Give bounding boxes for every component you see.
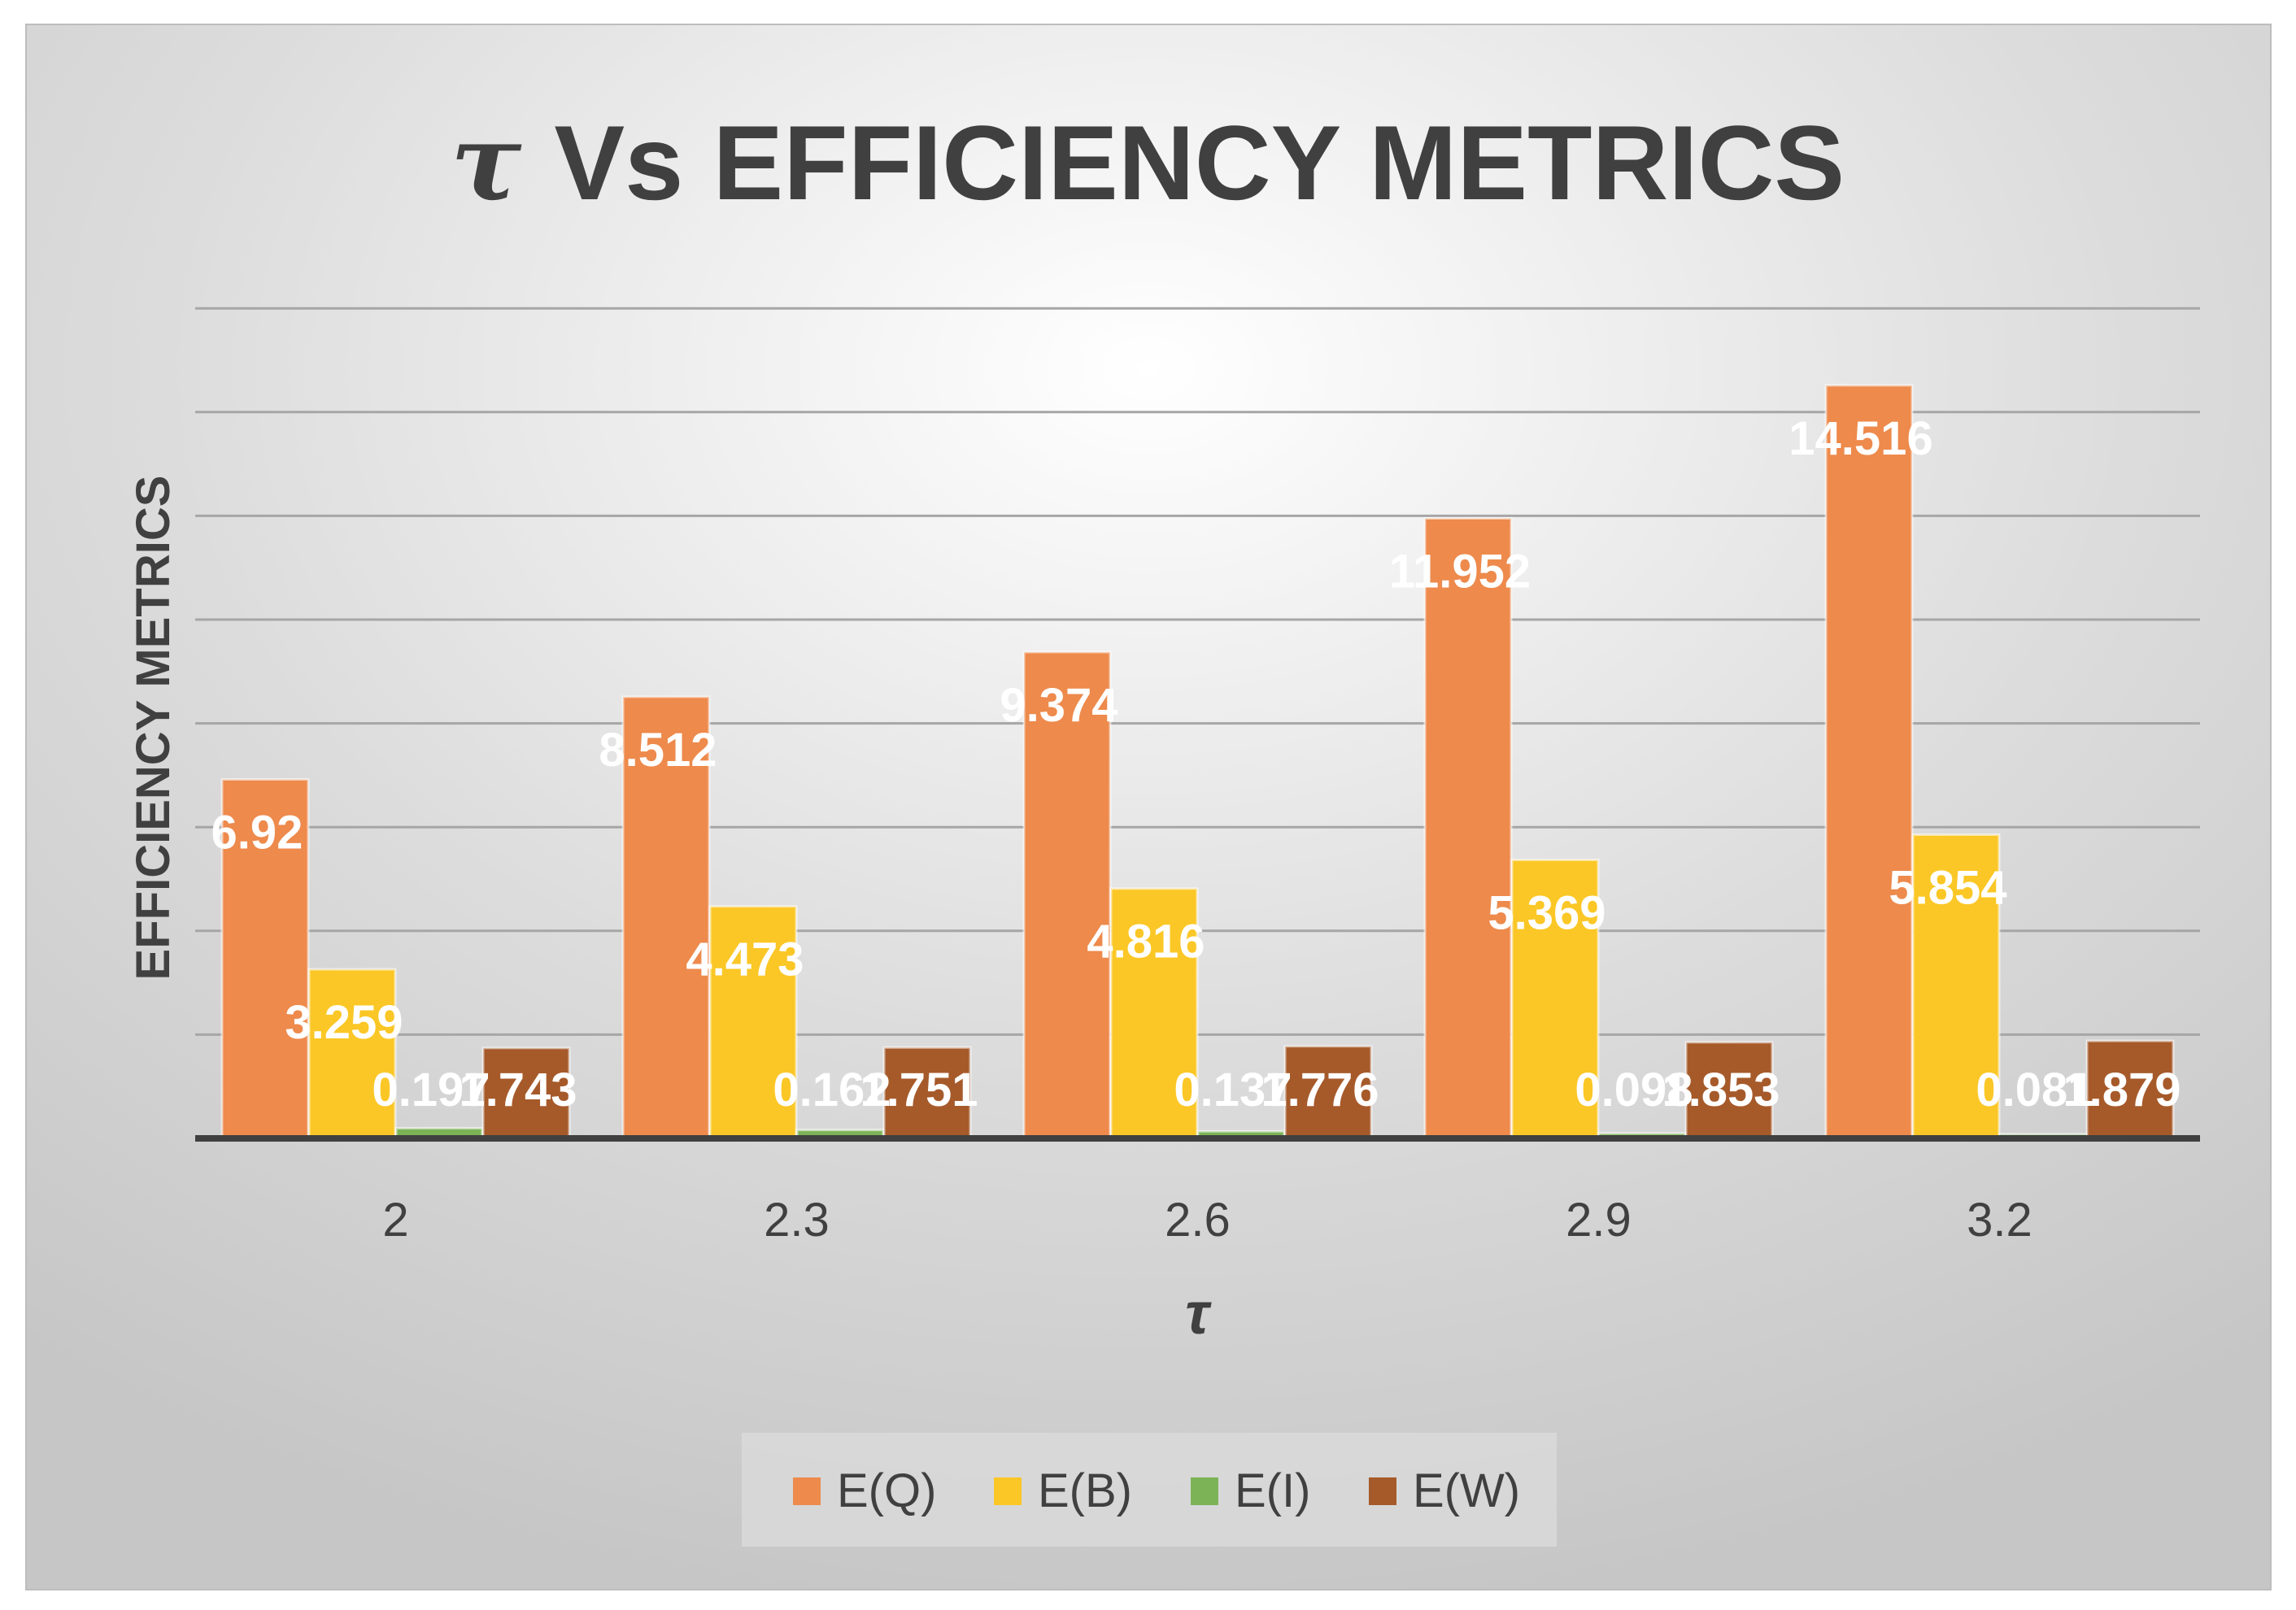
data-label: 0.197 bbox=[372, 1064, 490, 1116]
title-symbol: τ bbox=[451, 100, 522, 224]
data-label: 1.879 bbox=[2063, 1064, 2181, 1116]
bar-E(Q) bbox=[1824, 384, 1914, 1140]
x-tick-labels: 2 2.3 2.6 2.9 3.2 bbox=[382, 1194, 2032, 1247]
bars bbox=[220, 384, 2175, 1140]
x-axis-title: τ bbox=[1185, 1281, 1212, 1347]
data-label: 0.137 bbox=[1174, 1064, 1292, 1116]
bar-E(B) bbox=[1109, 887, 1199, 1140]
data-label: 1.776 bbox=[1261, 1064, 1379, 1116]
bar-E(Q) bbox=[220, 778, 310, 1140]
data-label: 1.853 bbox=[1662, 1064, 1780, 1116]
data-label: 6.92 bbox=[211, 807, 303, 859]
legend-swatch-E(Q) bbox=[793, 1477, 821, 1505]
legend-swatch-E(W) bbox=[1369, 1477, 1396, 1505]
legend-label: E(I) bbox=[1235, 1464, 1310, 1517]
legend: E(Q) E(B) E(I) E(W) bbox=[793, 1464, 1520, 1517]
bar-E(Q) bbox=[1022, 651, 1112, 1140]
legend-label: E(Q) bbox=[837, 1464, 936, 1517]
data-label: 0.098 bbox=[1575, 1064, 1693, 1116]
bar-E(B) bbox=[708, 905, 798, 1140]
data-label: 14.516 bbox=[1788, 412, 1932, 465]
legend-swatch-E(B) bbox=[994, 1477, 1022, 1505]
bar-E(W) bbox=[481, 1046, 571, 1140]
data-label: 1.743 bbox=[459, 1064, 577, 1116]
legend-label: E(W) bbox=[1413, 1464, 1520, 1517]
data-label: 1.751 bbox=[860, 1064, 978, 1116]
bar-E(B) bbox=[1911, 833, 2001, 1140]
data-label: 5.369 bbox=[1488, 886, 1605, 939]
gridlines bbox=[195, 307, 2200, 1036]
y-axis-title: EFFICIENCY METRICS bbox=[127, 476, 180, 981]
bar-E(B) bbox=[1510, 858, 1600, 1140]
bar-E(Q) bbox=[621, 695, 711, 1140]
bar-E(Q) bbox=[1423, 516, 1513, 1140]
data-label: 4.816 bbox=[1087, 916, 1205, 968]
x-tick-label: 3.2 bbox=[1967, 1194, 2032, 1247]
data-label: 0.081 bbox=[1976, 1064, 2093, 1116]
data-label: 4.473 bbox=[686, 933, 804, 986]
x-tick-label: 2 bbox=[382, 1194, 408, 1247]
x-tick-label: 2.3 bbox=[764, 1194, 830, 1247]
data-label: 5.854 bbox=[1889, 862, 2006, 915]
bar-E(W) bbox=[2085, 1039, 2175, 1140]
data-label: 3.259 bbox=[285, 996, 403, 1049]
legend-box bbox=[742, 1433, 1557, 1547]
legend-swatch-E(I) bbox=[1191, 1477, 1218, 1505]
data-label: 9.374 bbox=[1000, 679, 1118, 732]
x-tick-label: 2.6 bbox=[1165, 1194, 1231, 1247]
bar-E(W) bbox=[1283, 1045, 1373, 1140]
bar-E(W) bbox=[1684, 1041, 1774, 1140]
data-label: 0.162 bbox=[773, 1064, 891, 1116]
legend-label: E(B) bbox=[1038, 1464, 1132, 1517]
title-rest: Vs EFFICIENCY METRICS bbox=[554, 103, 1845, 222]
data-label: 8.512 bbox=[599, 724, 717, 777]
bar-E(W) bbox=[882, 1046, 972, 1140]
chart-background bbox=[25, 24, 2272, 1590]
chart-title: τ Vs EFFICIENCY METRICS bbox=[451, 100, 1845, 224]
data-label: 11.952 bbox=[1389, 545, 1531, 598]
x-tick-label: 2.9 bbox=[1566, 1194, 1632, 1247]
